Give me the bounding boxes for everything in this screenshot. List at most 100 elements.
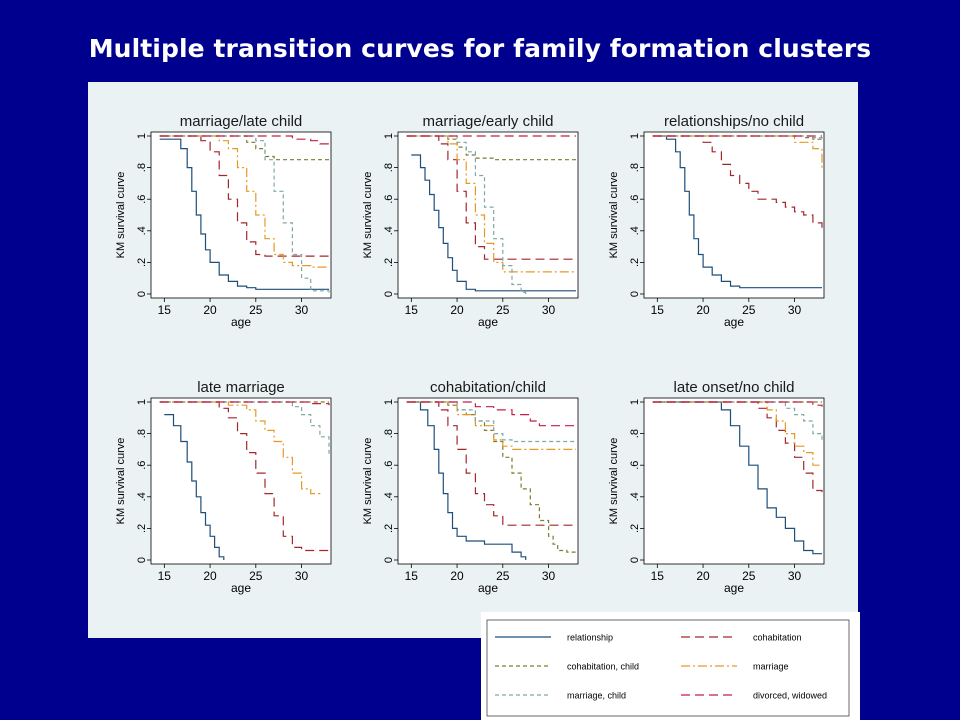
y-tick-label: .4 [629,492,641,501]
chart-legend: relationship cohabitation cohabitation, ch… [481,612,860,720]
y-tick-label: 0 [136,291,148,297]
series-cohabitation [159,135,329,257]
subplot-title: cohabitation/child [430,379,546,396]
x-tick-label: 25 [249,303,263,317]
series-marriage [652,401,822,466]
plot-area [643,397,825,565]
series-relationship [411,154,576,292]
y-tick-label: .6 [383,461,395,470]
y-tick-label: .2 [383,258,395,267]
legend-label: divorced, widowed [753,691,827,701]
y-tick-label: 1 [136,399,148,405]
subplot-marriage-late-child: marriage/late child 0 .2 .4 .6 .8 1 KM survival… [115,113,332,329]
y-tick-label: .6 [136,461,148,470]
y-tick-label: 0 [136,557,148,563]
y-tick-label: .2 [136,258,148,267]
legend-item-cohabitation: cohabitation [681,633,802,643]
x-tick-label: 30 [542,569,556,583]
y-tick-label: .8 [629,163,641,172]
y-tick-label: .6 [136,195,148,204]
subplot-marriage-early-child: marriage/early child 0 .2 .4 .6 .8 1 KM surviva… [362,113,579,329]
y-tick-label: 1 [629,399,641,405]
series-marriage-child [652,135,823,140]
x-tick-label: 25 [496,569,510,583]
y-tick-label: .2 [629,524,641,533]
y-axis-label: KM survival curve [362,172,374,259]
series-divorced-widowed [652,401,823,407]
x-tick-label: 20 [696,569,710,583]
x-tick-label: 15 [651,303,665,317]
y-tick-label: .4 [383,226,395,235]
chart-grid: marriage/late child 0 .2 .4 .6 .8 1 KM survival… [115,113,825,595]
legend-label: cohabitation [753,633,802,643]
series-cohabitation [159,401,329,552]
subplot-late-onset-no-child: late onset/no child 0 .2 .4 .6 .8 1 KM survival… [608,379,825,595]
subplot-cohabitation-child: cohabitation/child 0 .2 .4 .6 .8 1 KM survival … [362,379,579,595]
x-axis-label: age [478,315,498,329]
plot-area [397,131,579,299]
y-tick-label: .8 [136,163,148,172]
y-tick-label: .2 [383,524,395,533]
x-tick-label: 20 [450,569,464,583]
y-tick-label: .4 [136,492,148,501]
x-tick-label: 25 [249,569,263,583]
x-tick-label: 20 [450,303,464,317]
x-tick-label: 30 [788,569,802,583]
x-tick-label: 20 [696,303,710,317]
series-marriage [406,401,576,450]
series-divorced-widowed [406,401,576,427]
y-tick-label: 1 [383,133,395,139]
x-axis-label: age [724,315,744,329]
x-axis-label: age [231,315,251,329]
x-axis-label: age [231,581,251,595]
y-tick-label: .4 [629,226,641,235]
y-tick-label: .8 [136,429,148,438]
series-marriage [159,135,329,268]
y-axis-label: KM survival curve [608,438,620,525]
y-axis-label: KM survival curve [362,438,374,525]
x-axis-label: age [478,581,498,595]
plot-area [150,397,332,565]
y-axis-label: KM survival curve [115,438,127,525]
y-tick-label: .4 [383,492,395,501]
legend-label: marriage, child [567,691,626,701]
series-marriage [159,401,321,497]
legend-label: cohabitation, child [567,662,639,672]
y-tick-label: 0 [629,291,641,297]
series-relationship [657,401,822,555]
y-tick-label: .6 [629,195,641,204]
y-tick-label: .8 [629,429,641,438]
x-tick-label: 20 [203,303,217,317]
plot-area [150,131,332,299]
x-tick-label: 30 [295,303,309,317]
y-axis-label: KM survival curve [115,172,127,259]
series-marriage-child [159,135,330,293]
legend-label: relationship [567,633,613,643]
x-tick-label: 30 [542,303,556,317]
y-tick-label: 0 [629,557,641,563]
legend-item-cohabitation-child: cohabitation, child [495,662,639,672]
x-tick-label: 25 [742,569,756,583]
series-marriage-child [406,135,527,294]
y-tick-label: 1 [383,399,395,405]
series-relationship [657,135,822,289]
y-tick-label: .2 [629,258,641,267]
y-tick-label: .8 [383,429,395,438]
series-relationship [164,414,225,560]
subplot-title: relationships/no child [664,113,804,130]
y-tick-label: 0 [383,557,395,563]
x-tick-label: 30 [295,569,309,583]
x-tick-label: 25 [742,303,756,317]
subplot-title: late marriage [197,379,285,396]
legend-item-marriage-child: marriage, child [495,691,626,701]
subplot-title: marriage/early child [423,113,554,130]
y-tick-label: 0 [383,291,395,297]
x-tick-label: 20 [203,569,217,583]
x-tick-label: 15 [158,303,172,317]
series-divorced-widowed [159,135,329,145]
legend-item-divorced-widowed: divorced, widowed [681,691,827,701]
y-axis-label: KM survival curve [608,172,620,259]
x-tick-label: 15 [405,569,419,583]
x-tick-label: 15 [158,569,172,583]
y-tick-label: .8 [383,163,395,172]
